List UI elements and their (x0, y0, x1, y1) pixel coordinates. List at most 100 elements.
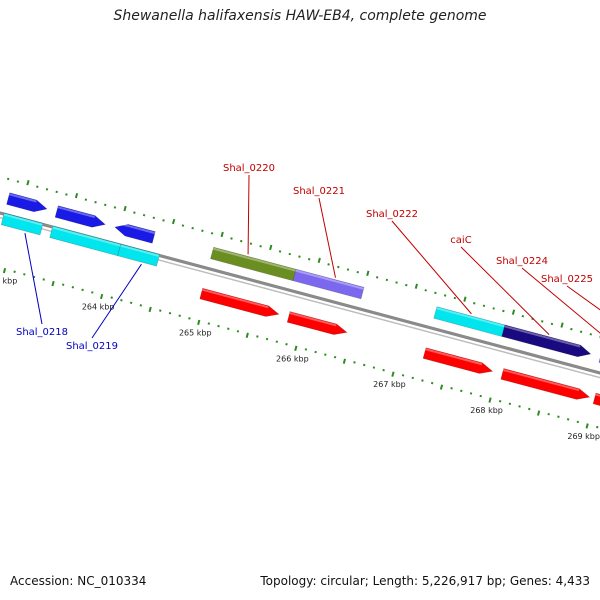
tick-mark (269, 244, 273, 251)
tick-mark (148, 306, 152, 313)
tick-mark (547, 412, 550, 416)
tick-mark (492, 307, 495, 310)
tick-mark (560, 322, 564, 328)
tick-mark (424, 289, 427, 292)
gene-feature[interactable] (286, 311, 348, 335)
gene-feature-highlight (289, 312, 337, 327)
gene-label[interactable]: Shal_0225 (541, 274, 593, 285)
tick-mark (385, 278, 389, 282)
gene-feature[interactable] (6, 192, 48, 213)
tick-label: 266 kbp (276, 354, 309, 363)
tick-mark (142, 213, 146, 217)
gene-leader-line (521, 267, 600, 334)
gene-label[interactable]: Shal_0219 (66, 341, 118, 352)
tick-mark (285, 343, 288, 346)
gene-label[interactable]: Shal_0222 (366, 209, 418, 220)
tick-mark (307, 258, 311, 261)
tick-mark (508, 402, 512, 406)
tick-mark (401, 374, 405, 377)
gene-leader-line (318, 197, 336, 278)
gene-feature[interactable] (501, 324, 592, 358)
tick-mark (479, 394, 482, 398)
gene-feature[interactable] (199, 287, 280, 317)
tick-mark (188, 317, 191, 320)
tick-mark (65, 193, 68, 196)
gene-feature[interactable] (422, 347, 494, 374)
tick-mark (74, 192, 79, 199)
tick-mark (133, 211, 136, 214)
gene-feature[interactable] (0, 212, 44, 236)
tick-mark (220, 231, 224, 238)
tick-mark (362, 363, 366, 367)
tick-mark (596, 425, 599, 429)
tick-mark (110, 296, 113, 299)
gene-feature-highlight (504, 325, 581, 348)
tick-mark (236, 330, 240, 333)
tick-mark (518, 405, 521, 408)
tick-mark (13, 270, 16, 273)
tick-mark (391, 371, 395, 377)
tick-mark (405, 283, 408, 287)
tick-mark (120, 299, 123, 302)
gene-leader-line (391, 220, 472, 315)
tick-mark (197, 319, 201, 326)
tick-mark (45, 188, 49, 191)
tick-mark (207, 322, 211, 325)
gene-leader-line (24, 233, 43, 325)
gene-label[interactable]: caiC (450, 235, 471, 246)
tick-mark (288, 252, 291, 256)
tick-mark (81, 288, 84, 292)
tick-mark (123, 205, 127, 212)
tick-mark (430, 381, 434, 385)
tick-mark (488, 397, 492, 403)
tick-mark (42, 278, 45, 281)
gene-feature-highlight (201, 288, 269, 309)
tick-mark (576, 420, 580, 424)
tick-mark (275, 340, 279, 343)
tick-mark (16, 180, 20, 183)
gene-feature-highlight (115, 221, 156, 235)
gene-feature[interactable] (592, 392, 600, 412)
gene-label[interactable]: Shal_0218 (16, 327, 68, 338)
gene-feature[interactable] (114, 224, 156, 244)
tick-mark (298, 255, 301, 258)
tick-track: 263 kbp 264 kbp 265 kbp 266 kbp 267 kbp 268 k… (0, 177, 600, 441)
tick-mark (210, 232, 214, 235)
tick-mark (178, 314, 181, 317)
gene-feature-highlight (295, 269, 364, 290)
tick-mark (589, 333, 593, 336)
tick-mark (259, 245, 262, 248)
tick-mark (249, 242, 253, 245)
gene-feature-highlight (52, 226, 121, 247)
tick-mark (333, 355, 337, 359)
gene-label[interactable]: Shal_0224 (496, 256, 548, 267)
tick-mark (227, 327, 230, 330)
tick-mark (314, 350, 317, 354)
tick-mark (521, 314, 525, 318)
gene-label[interactable]: Shal_0220 (223, 163, 275, 174)
tick-mark (152, 216, 156, 220)
tick-mark (55, 190, 58, 194)
gene-leader-line (460, 246, 550, 335)
gene-feature-highlight (57, 206, 95, 219)
tick-mark (482, 304, 486, 308)
tick-mark (395, 281, 398, 284)
gene-feature[interactable] (117, 243, 160, 267)
tick-mark (278, 250, 282, 253)
gene-feature[interactable] (54, 205, 106, 228)
tick-mark (113, 206, 117, 209)
gene-feature-highlight (503, 369, 580, 392)
gene-feature[interactable] (292, 268, 365, 300)
tick-mark (324, 353, 327, 356)
tick-mark (337, 265, 340, 269)
tick-mark (168, 311, 172, 315)
tick-mark (443, 294, 447, 297)
tick-mark (411, 376, 414, 380)
tick-mark (550, 322, 554, 326)
tick-mark (201, 229, 204, 232)
tick-mark (172, 218, 176, 225)
gene-label[interactable]: Shal_0221 (293, 186, 345, 197)
gene-feature[interactable] (500, 368, 591, 400)
tick-mark (217, 324, 220, 328)
